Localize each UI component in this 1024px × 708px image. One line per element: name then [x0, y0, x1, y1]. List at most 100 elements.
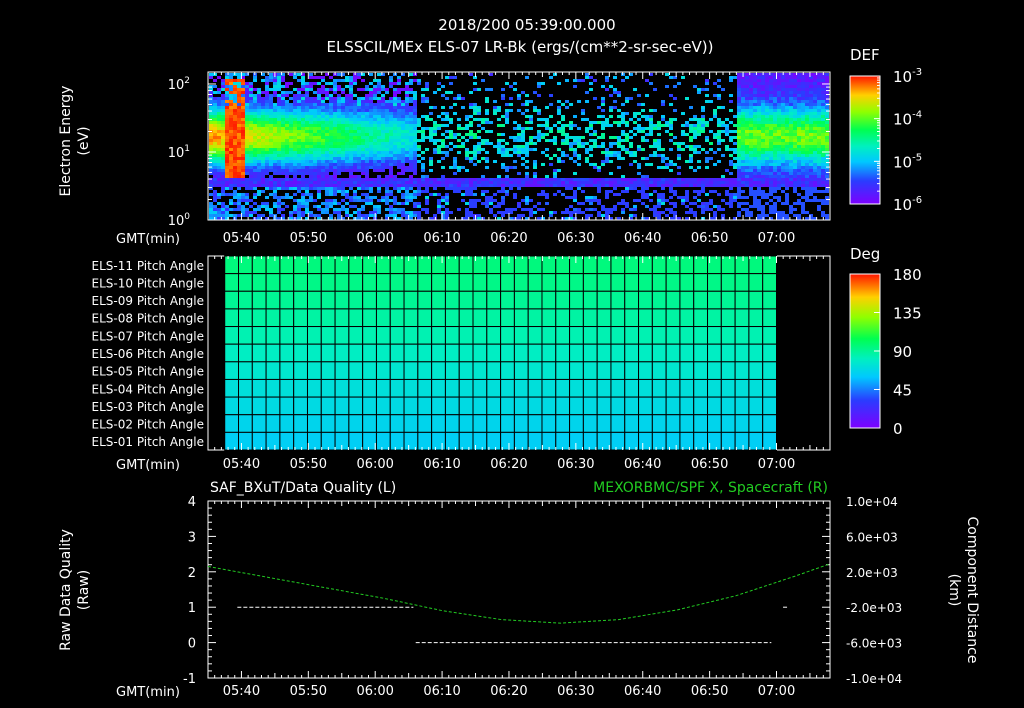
- spectrogram-cell: [449, 91, 453, 94]
- spectrogram-cell: [649, 163, 653, 166]
- spectrogram-cell: [445, 91, 449, 94]
- spectrogram-cell: [381, 121, 385, 124]
- spectrogram-cell: [345, 190, 349, 193]
- spectrogram-cell: [217, 133, 221, 136]
- spectrogram-cell: [285, 127, 289, 130]
- spectrogram-cell: [533, 172, 537, 175]
- spectrogram-cell: [245, 193, 249, 196]
- spectrogram-cell: [321, 97, 325, 100]
- spectrogram-cell: [593, 178, 597, 181]
- spectrogram-cell: [749, 118, 753, 121]
- spectrogram-cell: [473, 145, 477, 148]
- spectrogram-cell: [389, 118, 393, 121]
- spectrogram-cell: [421, 151, 425, 154]
- spectrogram-cell: [789, 163, 793, 166]
- spectrogram-cell: [337, 94, 341, 97]
- spectrogram-cell: [805, 91, 809, 94]
- spectrogram-cell: [745, 112, 749, 115]
- spectrogram-cell: [417, 211, 421, 214]
- spectrogram-cell: [269, 127, 273, 130]
- spectrogram-cell: [317, 76, 321, 79]
- spectrogram-cell: [401, 118, 405, 121]
- spectrogram-cell: [469, 124, 473, 127]
- spectrogram-cell: [285, 112, 289, 115]
- spectrogram-cell: [233, 106, 237, 109]
- spectrogram-cell: [741, 145, 745, 148]
- spectrogram-cell: [273, 196, 277, 199]
- spectrogram-cell: [405, 124, 409, 127]
- spectrogram-cell: [213, 100, 217, 103]
- spectrogram-cell: [801, 118, 805, 121]
- spectrogram-cell: [453, 103, 457, 106]
- spectrogram-cell: [561, 193, 565, 196]
- spectrogram-cell: [797, 103, 801, 106]
- spectrogram-cell: [749, 82, 753, 85]
- spectrogram-cell: [509, 148, 513, 151]
- spectrogram-cell: [373, 85, 377, 88]
- pitch-angle-cell: [513, 290, 529, 310]
- spectrogram-cell: [749, 85, 753, 88]
- spectrogram-cell: [233, 85, 237, 88]
- spectrogram-cell: [213, 130, 217, 133]
- spectrogram-cell: [713, 82, 717, 85]
- spectrogram-cell: [525, 145, 529, 148]
- spectrogram-cell: [389, 181, 393, 184]
- spectrogram-cell: [289, 211, 293, 214]
- pitch-angle-cell: [348, 273, 364, 292]
- spectrogram-cell: [317, 217, 321, 220]
- def-colorbar: [849, 75, 881, 205]
- spectrogram-cell: [257, 115, 261, 118]
- spectrogram-cell: [777, 148, 781, 151]
- spectrogram-cell: [793, 109, 797, 112]
- spectrogram-cell: [281, 217, 285, 220]
- spectrogram-cell: [345, 121, 349, 124]
- spectrogram-cell: [649, 127, 653, 130]
- spectrogram-cell: [433, 106, 437, 109]
- spectrogram-cell: [389, 121, 393, 124]
- spectrogram-cell: [373, 91, 377, 94]
- spectrogram-cell: [485, 151, 489, 154]
- spectrogram-cell: [489, 142, 493, 145]
- spectrogram-cell: [653, 151, 657, 154]
- spectrogram-cell: [217, 97, 221, 100]
- spectrogram-cell: [229, 178, 233, 181]
- spectrogram-cell: [773, 175, 777, 178]
- spectrogram-cell: [233, 94, 237, 97]
- spectrogram-cell: [261, 109, 265, 112]
- spectrogram-cell: [337, 217, 341, 220]
- spectrogram-cell: [285, 124, 289, 127]
- spectrogram-cell: [701, 211, 705, 214]
- spectrogram-cell: [693, 124, 697, 127]
- spectrogram-cell: [369, 97, 373, 100]
- spectrogram-cell: [337, 112, 341, 115]
- spectrogram-cell: [277, 118, 281, 121]
- spectrogram-cell: [357, 136, 361, 139]
- spectrogram-cell: [757, 181, 761, 184]
- spectrogram-cell: [773, 115, 777, 118]
- spectrogram-cell: [305, 160, 309, 163]
- spectrogram-cell: [673, 136, 677, 139]
- spectrogram-cell: [689, 211, 693, 214]
- spectrogram-cell: [229, 193, 233, 196]
- spectrogram-cell: [277, 133, 281, 136]
- spectrogram-cell: [817, 157, 821, 160]
- spectrogram-cell: [429, 178, 433, 181]
- spectrogram-cell: [605, 184, 609, 187]
- spectrogram-cell: [293, 199, 297, 202]
- spectrogram-cell: [477, 151, 481, 154]
- spectrogram-cell: [213, 166, 217, 169]
- spectrogram-cell: [745, 106, 749, 109]
- spectrogram-cell: [297, 136, 301, 139]
- spectrogram-cell: [557, 190, 561, 193]
- spectrogram-cell: [253, 184, 257, 187]
- spectrogram-cell: [629, 217, 633, 220]
- spectrogram-cell: [413, 205, 417, 208]
- spectrogram-cell: [369, 190, 373, 193]
- pitch-angle-cell: [238, 273, 253, 292]
- spectrogram-cell: [773, 124, 777, 127]
- spectrogram-cell: [409, 166, 413, 169]
- spectrogram-cell: [809, 112, 813, 115]
- spectrogram-cell: [785, 88, 789, 91]
- spectrogram-cell: [813, 76, 817, 79]
- spectrogram-cell: [425, 187, 429, 190]
